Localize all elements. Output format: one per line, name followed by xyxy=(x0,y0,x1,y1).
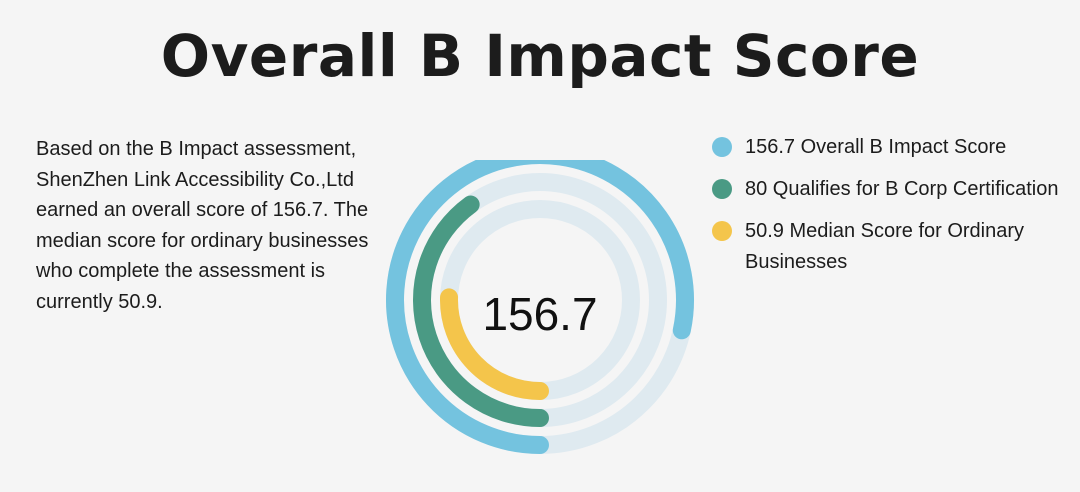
legend-item-certification-threshold: 80 Qualifies for B Corp Certification xyxy=(712,174,1062,205)
legend-label-certification: 80 Qualifies for B Corp Certification xyxy=(745,178,1059,200)
ring-bar-overall xyxy=(386,146,694,454)
legend-item-median-score: 50.9 Median Score for Ordinary Businesse… xyxy=(712,216,1062,278)
description-text: Based on the B Impact assessment, ShenZh… xyxy=(36,138,369,313)
center-value-label: 156.7 xyxy=(482,288,597,340)
legend-dot-certification xyxy=(712,179,732,199)
radial-chart-svg: 156.7 xyxy=(386,146,694,454)
radial-chart: 156.7 xyxy=(380,146,700,470)
chart-legend: 156.7 Overall B Impact Score 80 Qualifie… xyxy=(712,132,1062,289)
legend-label-overall: 156.7 Overall B Impact Score xyxy=(745,136,1007,158)
legend-label-median: 50.9 Median Score for Ordinary Businesse… xyxy=(745,220,1025,273)
legend-item-overall-score: 156.7 Overall B Impact Score xyxy=(712,132,1062,163)
ring-bar-certification xyxy=(413,195,549,427)
legend-dot-median xyxy=(712,221,732,241)
page-title: Overall B Impact Score xyxy=(160,22,920,90)
legend-dot-overall xyxy=(712,137,732,157)
ring-bar-median xyxy=(440,288,549,400)
